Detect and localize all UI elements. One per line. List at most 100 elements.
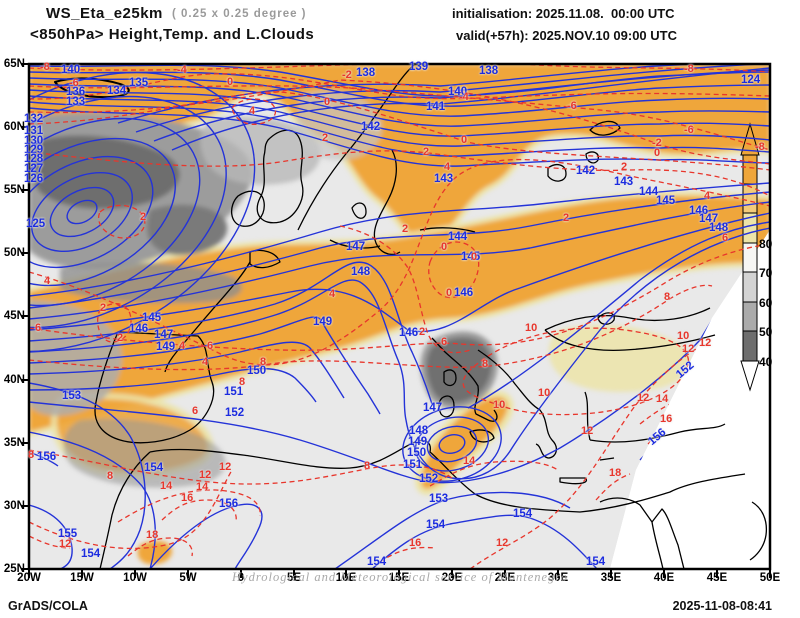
temp-contour-label: -4 xyxy=(177,65,187,76)
temp-contour-label: 0 xyxy=(227,77,233,88)
colorbar-label: 70 xyxy=(759,266,772,280)
temp-contour-label: 2 xyxy=(100,303,106,314)
temp-contour-label: 0 xyxy=(461,135,467,146)
height-contour-label: 126 xyxy=(24,174,43,185)
temp-contour-label: 0 xyxy=(441,242,447,253)
temp-contour-label: 2 xyxy=(322,133,328,144)
height-contour-label: 146 xyxy=(454,288,473,299)
height-contour-label: 153 xyxy=(62,391,81,402)
temp-contour-label: 4 xyxy=(44,276,50,287)
temp-contour-label: 8 xyxy=(482,359,488,370)
height-contour-label: 125 xyxy=(26,219,45,230)
height-contour-label: 152 xyxy=(225,408,244,419)
temp-contour-label: 18 xyxy=(609,468,621,479)
height-contour-label: 135 xyxy=(129,78,148,89)
temp-contour-label: 2 xyxy=(621,162,627,173)
temp-contour-label: -6 xyxy=(684,125,694,136)
temp-contour-label: 14 xyxy=(196,482,208,493)
height-contour-label: 149 xyxy=(313,317,332,328)
temp-contour-label: 0 xyxy=(446,288,452,299)
temp-contour-label: 16 xyxy=(409,538,421,549)
lat-axis-label: 30N xyxy=(0,500,25,512)
height-contour-label: 142 xyxy=(361,122,380,133)
height-contour-label: 146 xyxy=(129,324,148,335)
temp-contour-label: 6 xyxy=(441,337,447,348)
height-contour-label: 145 xyxy=(656,196,675,207)
height-contour-label: 132 xyxy=(24,114,43,125)
height-contour-label: 154 xyxy=(513,509,532,520)
temp-contour-label: 12 xyxy=(699,338,711,349)
temp-contour-label: 2 xyxy=(419,327,425,338)
temp-contour-label: 10 xyxy=(525,323,537,334)
height-contour-label: 154 xyxy=(144,463,163,474)
colorbar-segment xyxy=(743,272,757,302)
colorbar-segment xyxy=(743,302,757,331)
temp-contour-label: 12 xyxy=(219,462,231,473)
colorbar-segment xyxy=(743,155,757,184)
temp-contour-label: 6 xyxy=(207,341,213,352)
height-contour-label: 148 xyxy=(351,267,370,278)
height-contour-label: 139 xyxy=(409,62,428,73)
temp-contour-label: 14 xyxy=(656,394,668,405)
height-contour-label: 156 xyxy=(37,452,56,463)
height-contour-label: 154 xyxy=(426,520,445,531)
height-contour-label: 140 xyxy=(61,65,80,76)
temp-contour-label: 12 xyxy=(682,344,694,355)
height-contour-label: 147 xyxy=(423,403,442,414)
temp-contour-label: 8 xyxy=(107,471,113,482)
height-contour-label: 154 xyxy=(81,549,100,560)
temp-contour-label: -6 xyxy=(69,78,79,89)
temp-contour-label: 2 xyxy=(402,224,408,235)
lat-axis-label: 60N xyxy=(0,121,25,133)
watermark-text: Hydrological and Meteorological service … xyxy=(0,570,800,585)
colorbar-label: 50 xyxy=(759,325,772,339)
colorbar-segment xyxy=(743,184,757,213)
height-contour-label: 134 xyxy=(107,86,126,97)
colorbar-label: 60 xyxy=(759,296,772,310)
temp-contour-label: 4 xyxy=(179,341,185,352)
height-contour-label: 153 xyxy=(429,494,448,505)
temp-contour-label: 2 xyxy=(423,147,429,158)
temp-contour-label: 8 xyxy=(260,357,266,368)
temp-contour-label: -2 xyxy=(342,70,352,81)
temp-contour-label: 8 xyxy=(239,377,245,388)
colorbar-label: 40 xyxy=(759,355,772,369)
lat-axis-label: 35N xyxy=(0,437,25,449)
temp-contour-label: 12 xyxy=(199,470,211,481)
temp-contour-label: 2 xyxy=(140,212,146,223)
temp-contour-label: -4 xyxy=(459,92,469,103)
temp-contour-label: 4 xyxy=(444,162,450,173)
temp-contour-label: 6 xyxy=(192,406,198,417)
temp-contour-label: 14 xyxy=(463,456,475,467)
temp-contour-label: 18 xyxy=(146,530,158,541)
height-contour-label: 147 xyxy=(346,242,365,253)
height-contour-label: 147 xyxy=(154,330,173,341)
height-contour-label: 142 xyxy=(576,166,595,177)
cloud-colorbar xyxy=(741,124,759,390)
temp-contour-label: 16 xyxy=(660,414,672,425)
temp-contour-label: 12 xyxy=(496,538,508,549)
height-contour-label: 143 xyxy=(614,177,633,188)
temp-contour-label: 10 xyxy=(538,388,550,399)
temp-contour-label: 2 xyxy=(117,333,123,344)
temp-contour-label: 8 xyxy=(364,461,370,472)
height-contour-label: 133 xyxy=(66,97,85,108)
temp-contour-label: -6 xyxy=(567,101,577,112)
temp-contour-label: 12 xyxy=(59,539,71,550)
lat-axis-label: 40N xyxy=(0,374,25,386)
temp-contour-label: -8 xyxy=(755,142,765,153)
height-contour-label: 143 xyxy=(434,174,453,185)
lat-axis-label: 45N xyxy=(0,310,25,322)
height-contour-label: 138 xyxy=(356,68,375,79)
colorbar-segment xyxy=(743,331,757,361)
lat-axis-label: 50N xyxy=(0,247,25,259)
temp-contour-label: 0 xyxy=(654,148,660,159)
height-contour-label: 154 xyxy=(367,557,386,568)
temp-contour-label: 6 xyxy=(35,323,41,334)
temp-contour-label: 10 xyxy=(677,331,689,342)
height-contour-label: 141 xyxy=(426,102,445,113)
lat-axis-label: 55N xyxy=(0,184,25,196)
temp-contour-label: 14 xyxy=(160,481,172,492)
temp-contour-label: 4 xyxy=(249,106,255,117)
temp-contour-label: 16 xyxy=(181,493,193,504)
